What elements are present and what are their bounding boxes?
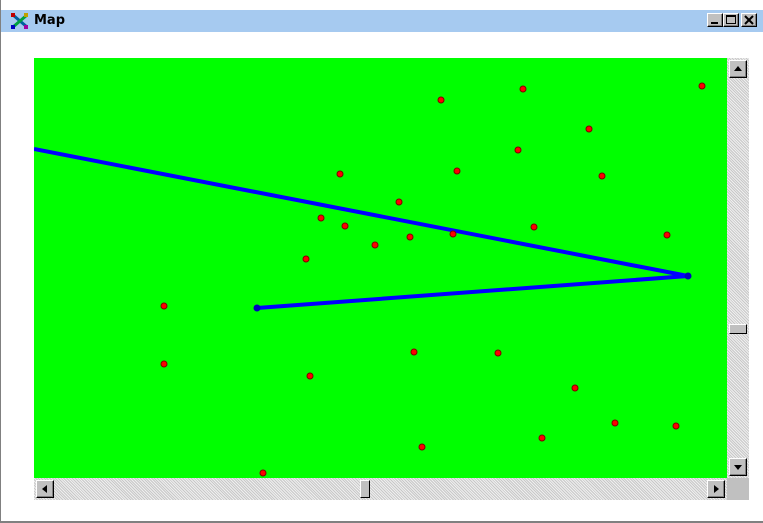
horizontal-scrollbar[interactable] <box>34 478 727 500</box>
map-point[interactable] <box>259 469 267 477</box>
map-point[interactable] <box>494 349 502 357</box>
map-point[interactable] <box>437 96 445 104</box>
map-point[interactable] <box>449 230 457 238</box>
close-button[interactable] <box>741 13 757 27</box>
title-bar[interactable]: Map <box>1 10 763 32</box>
scroll-left-button[interactable] <box>36 480 54 498</box>
map-point[interactable] <box>341 222 349 230</box>
window-bottom-border <box>1 521 763 523</box>
map-drawing[interactable] <box>34 58 727 478</box>
map-point[interactable] <box>598 172 606 180</box>
map-point[interactable] <box>453 167 461 175</box>
map-point[interactable] <box>585 125 593 133</box>
scrollbar-corner <box>727 478 749 500</box>
map-point[interactable] <box>418 443 426 451</box>
route-line[interactable] <box>34 147 690 310</box>
map-point[interactable] <box>663 231 671 239</box>
maximize-button[interactable] <box>723 13 739 27</box>
map-point[interactable] <box>371 241 379 249</box>
vertical-scrollbar[interactable] <box>727 58 749 478</box>
scroll-up-button[interactable] <box>729 60 747 78</box>
minimize-icon <box>711 22 718 24</box>
map-point[interactable] <box>302 255 310 263</box>
map-point[interactable] <box>538 434 546 442</box>
map-point[interactable] <box>611 419 619 427</box>
map-point[interactable] <box>317 214 325 222</box>
scroll-down-button[interactable] <box>729 458 747 476</box>
down-arrow-icon <box>734 465 742 470</box>
window-title: Map <box>34 13 66 28</box>
map-point[interactable] <box>395 198 403 206</box>
maximize-icon <box>726 15 736 24</box>
map-point[interactable] <box>698 82 706 90</box>
map-point[interactable] <box>160 302 168 310</box>
map-point[interactable] <box>672 422 680 430</box>
map-point[interactable] <box>406 233 414 241</box>
horizontal-scroll-thumb[interactable] <box>360 480 370 498</box>
map-points <box>160 82 706 477</box>
left-arrow-icon <box>42 485 47 493</box>
vertical-scroll-thumb[interactable] <box>729 324 747 334</box>
up-arrow-icon <box>734 66 742 71</box>
map-point[interactable] <box>160 360 168 368</box>
map-point[interactable] <box>410 348 418 356</box>
map-point[interactable] <box>530 223 538 231</box>
route-vertex[interactable] <box>253 304 261 312</box>
map-app-icon <box>11 13 28 29</box>
right-arrow-icon <box>714 485 719 493</box>
close-icon <box>744 15 754 25</box>
map-point[interactable] <box>306 372 314 380</box>
map-point[interactable] <box>519 85 527 93</box>
map-canvas[interactable] <box>34 58 727 478</box>
map-point[interactable] <box>514 146 522 154</box>
route-vertex[interactable] <box>684 272 692 280</box>
scroll-right-button[interactable] <box>707 480 725 498</box>
map-point[interactable] <box>336 170 344 178</box>
map-point[interactable] <box>571 384 579 392</box>
minimize-button[interactable] <box>707 13 723 27</box>
